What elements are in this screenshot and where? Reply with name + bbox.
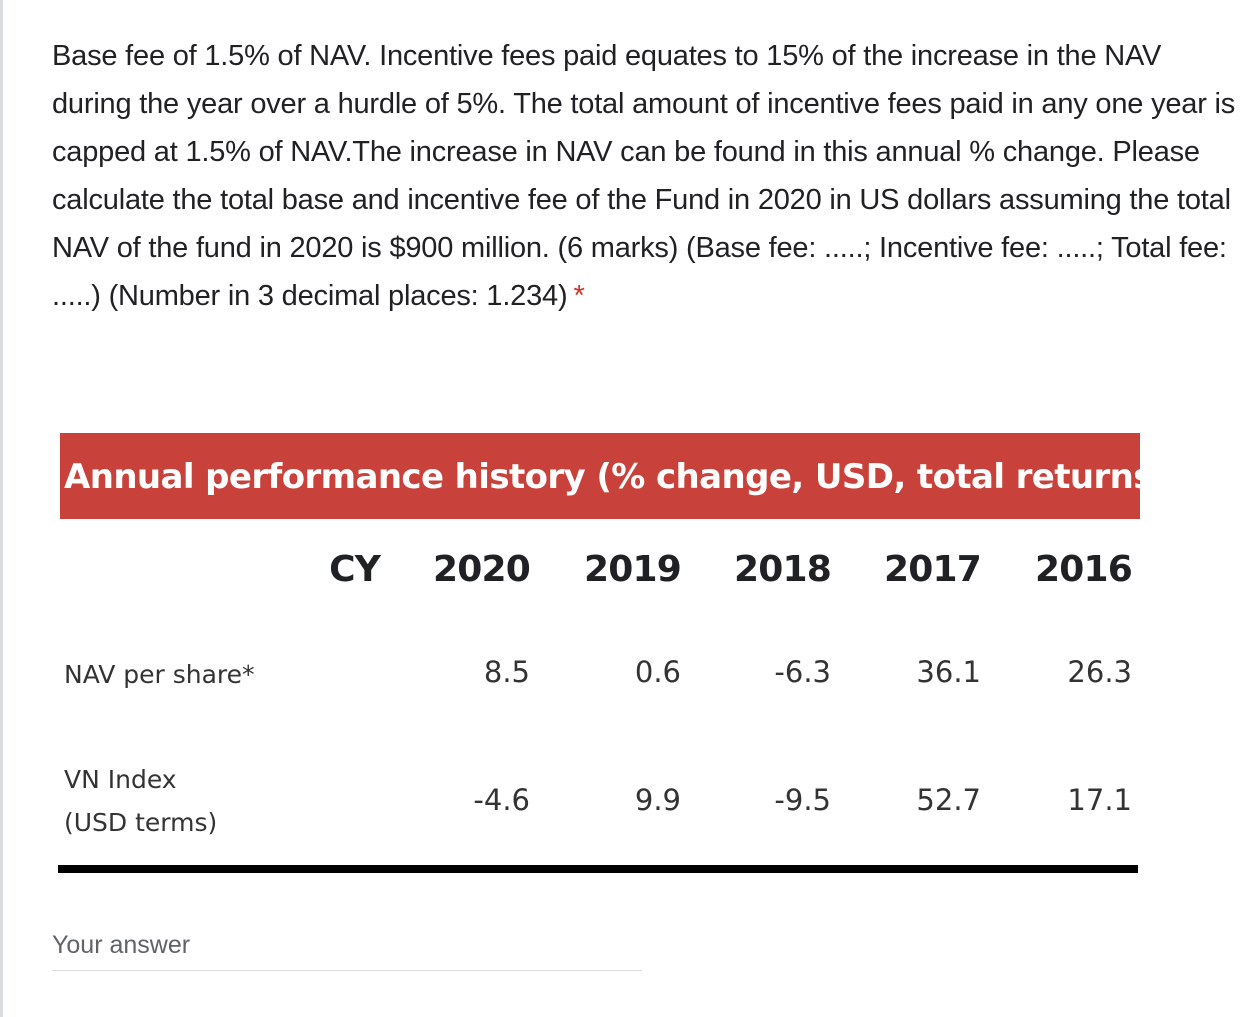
question-title: Base fee of 1.5% of NAV. Incentive fees … xyxy=(52,32,1242,320)
header-year: 2016 xyxy=(1035,549,1133,590)
table-cell: 36.1 xyxy=(916,655,981,689)
table-cell: 0.6 xyxy=(634,655,681,689)
header-year: 2019 xyxy=(584,549,682,590)
table-cell: -9.5 xyxy=(774,783,831,817)
question-text: Base fee of 1.5% of NAV. Incentive fees … xyxy=(52,40,1236,312)
header-year: 2020 xyxy=(433,549,531,590)
performance-table-image: Annual performance history (% change, US… xyxy=(58,433,1168,873)
row-label-sub: (USD terms) xyxy=(64,808,218,837)
table-bottom-rule xyxy=(58,865,1138,873)
table-cell: 9.9 xyxy=(634,783,681,817)
table-cell: 17.1 xyxy=(1067,783,1132,817)
answer-placeholder: Your answer xyxy=(52,931,191,959)
required-asterisk: * xyxy=(573,280,585,312)
table-cell: -4.6 xyxy=(473,783,530,817)
table-cell: 8.5 xyxy=(483,655,530,689)
header-year: 2017 xyxy=(884,549,982,590)
table-cell: 52.7 xyxy=(916,783,981,817)
header-cy: CY xyxy=(329,549,381,590)
table-title-banner: Annual performance history (% change, US… xyxy=(60,433,1168,519)
table-cell: -6.3 xyxy=(774,655,831,689)
header-year: 2018 xyxy=(734,549,832,590)
table-cell: 26.3 xyxy=(1067,655,1132,689)
row-label: NAV per share* xyxy=(64,660,255,689)
row-label: VN Index xyxy=(64,765,177,794)
left-border xyxy=(0,0,3,1017)
answer-input[interactable]: Your answer xyxy=(52,925,642,971)
